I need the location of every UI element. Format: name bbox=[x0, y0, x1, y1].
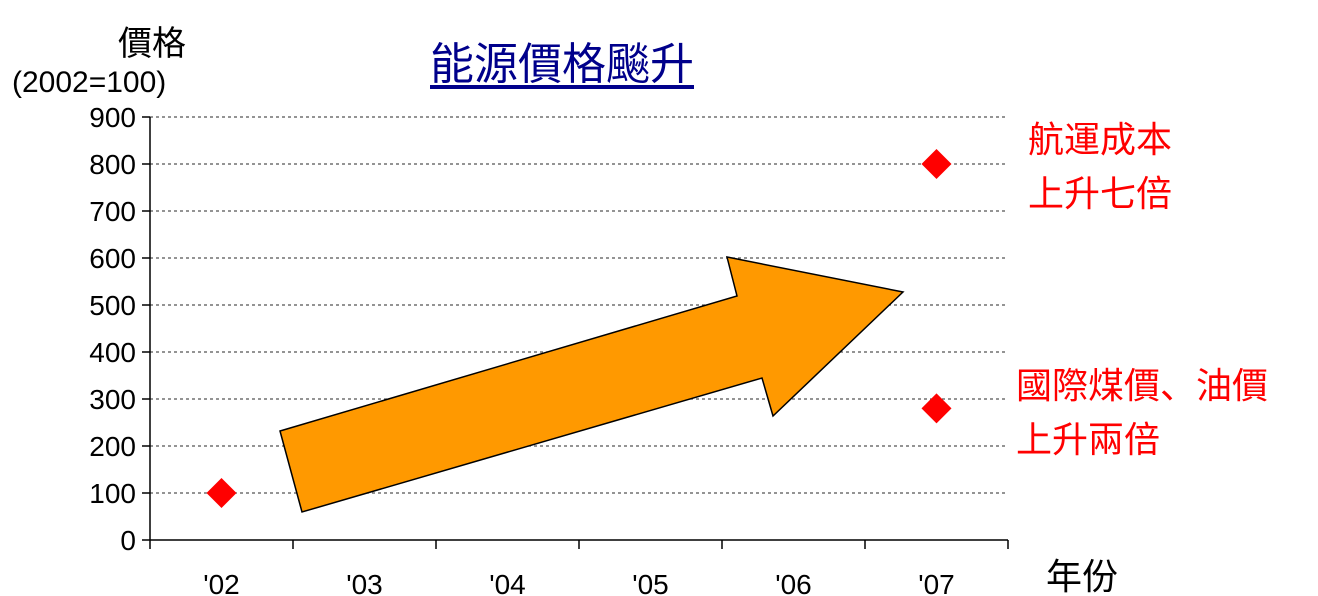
x-tick-label: '04 bbox=[489, 569, 526, 596]
x-tick-label: '03 bbox=[346, 569, 383, 596]
chart-title: 能源價格飈升 bbox=[430, 39, 694, 90]
y-tick-label: 600 bbox=[89, 243, 136, 274]
y-tick-label: 100 bbox=[89, 478, 136, 509]
x-tick-label: '07 bbox=[918, 569, 955, 596]
y-tick-label: 200 bbox=[89, 431, 136, 462]
data-point bbox=[921, 393, 952, 424]
data-point bbox=[206, 478, 237, 508]
annotation-coal-oil-line1: 國際煤價、油價 bbox=[1016, 366, 1269, 407]
data-point bbox=[921, 149, 952, 179]
x-tick-label: '06 bbox=[775, 569, 812, 596]
y-tick-label: 900 bbox=[89, 102, 136, 133]
x-tick-label: '02 bbox=[203, 569, 240, 596]
y-tick-label: 300 bbox=[89, 384, 136, 415]
trend-arrow bbox=[279, 256, 905, 513]
annotation-coal-oil-line2: 上升兩倍 bbox=[1016, 420, 1161, 461]
y-tick-label: 800 bbox=[89, 149, 136, 180]
y-axis-label: 價格 bbox=[118, 24, 186, 64]
y-tick-label: 0 bbox=[120, 525, 136, 556]
y-axis-label-base: (2002=100) bbox=[12, 66, 167, 99]
annotation-shipping-line2: 上升七倍 bbox=[1028, 174, 1173, 215]
x-tick-label: '05 bbox=[632, 569, 669, 596]
x-axis-label: 年份 bbox=[1046, 557, 1119, 596]
y-tick-label: 500 bbox=[89, 290, 136, 321]
y-tick-label: 400 bbox=[89, 337, 136, 368]
annotation-shipping-line1: 航運成本 bbox=[1028, 120, 1173, 161]
y-tick-label: 700 bbox=[89, 196, 136, 227]
